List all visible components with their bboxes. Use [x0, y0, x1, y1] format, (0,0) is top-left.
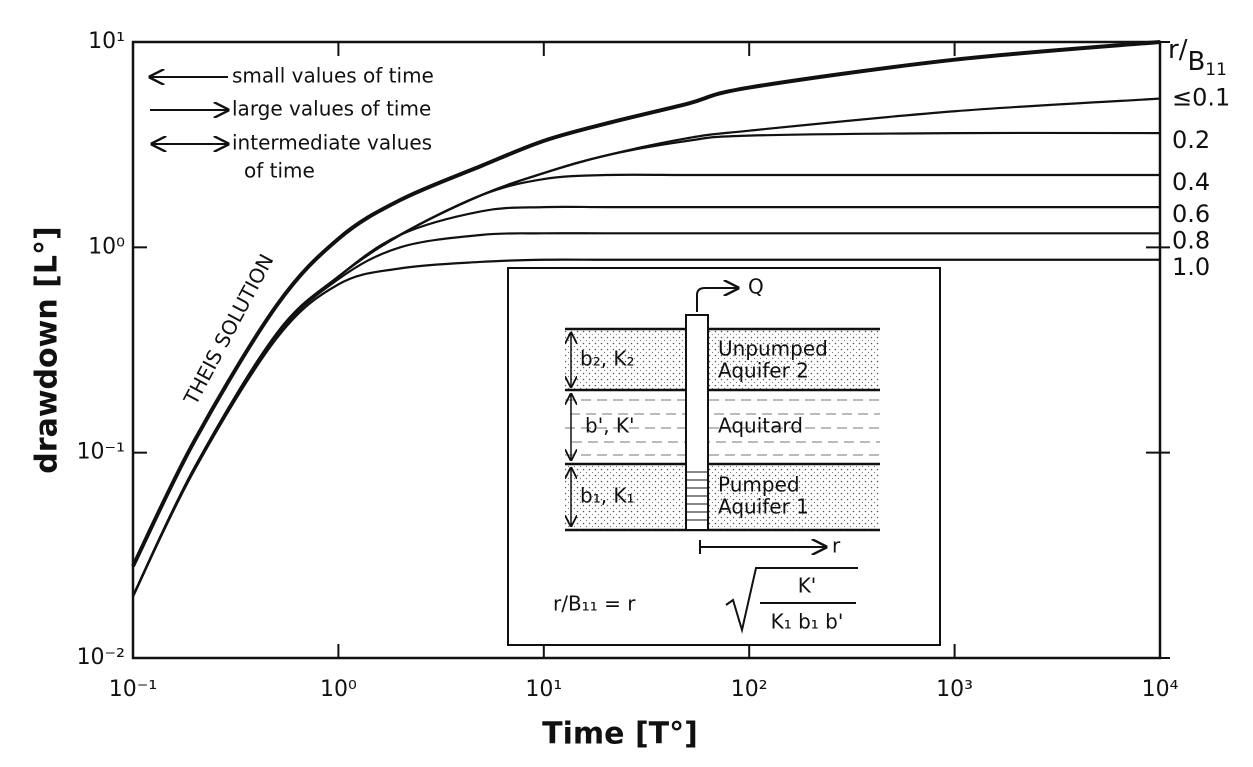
series-label-part: r/: [1168, 35, 1188, 65]
x-axis-label: Time [T°]: [542, 717, 698, 752]
x-tick-label: 10⁴: [1142, 677, 1179, 702]
inset-text: Pumped: [718, 473, 800, 497]
x-tick-label: 10¹: [525, 677, 562, 702]
inset: Q b₂, K₂ Unpumped Aquifer 2 b', K' Aquit…: [508, 268, 940, 645]
inset-frame: [508, 268, 940, 645]
x-tick-label: 10⁻¹: [109, 677, 157, 702]
chart: Time [T°] drawdown [L°] r/B11 small valu…: [0, 0, 1253, 767]
inset-text: b', K': [585, 414, 635, 438]
x-tick-label: 10⁰: [320, 677, 357, 702]
inset-text: r: [832, 534, 841, 558]
x-tick-label: 10³: [936, 677, 973, 702]
series-name: 0.4: [1172, 168, 1210, 196]
y-tick-label: 10⁻¹: [77, 440, 125, 465]
formula-lhs: r/B₁₁ = r: [553, 592, 636, 616]
series-label-part: B: [1187, 47, 1205, 77]
inset-text: Unpumped: [718, 337, 828, 361]
series-name: 0.6: [1172, 200, 1210, 228]
y-tick-label: 10¹: [88, 29, 125, 54]
well: [686, 315, 708, 530]
inset-text: b₁, K₁: [580, 484, 635, 508]
legend-text: of time: [244, 159, 315, 183]
legend-text: intermediate values: [232, 131, 432, 155]
inset-text: Aquifer 1: [718, 495, 809, 519]
formula-denominator: K₁ b₁ b': [771, 610, 844, 634]
series-name: 0.8: [1172, 226, 1210, 254]
series-name: THEIS SOLUTION: [178, 250, 278, 410]
x-tick-label: 10²: [731, 677, 768, 702]
legend-text: small values of time: [232, 64, 434, 88]
inset-text: Q: [748, 275, 764, 299]
inset-text: b₂, K₂: [580, 347, 635, 371]
series-name: 0.2: [1172, 126, 1210, 154]
legend: small values of time large values of tim…: [150, 64, 434, 183]
formula-numerator: K': [798, 574, 817, 598]
y-axis-label: drawdown [L°]: [30, 226, 65, 473]
series-label: r/B11: [1168, 35, 1227, 81]
inset-text: Aquitard: [718, 414, 803, 438]
y-tick-label: 10⁻²: [77, 645, 125, 670]
series-name: 1.0: [1172, 253, 1210, 281]
inset-text: Aquifer 2: [718, 359, 809, 383]
series-name: ≤0.1: [1172, 84, 1230, 112]
y-tick-label: 10⁰: [88, 234, 125, 259]
legend-text: large values of time: [232, 97, 431, 121]
series-label-part: 11: [1205, 60, 1227, 80]
